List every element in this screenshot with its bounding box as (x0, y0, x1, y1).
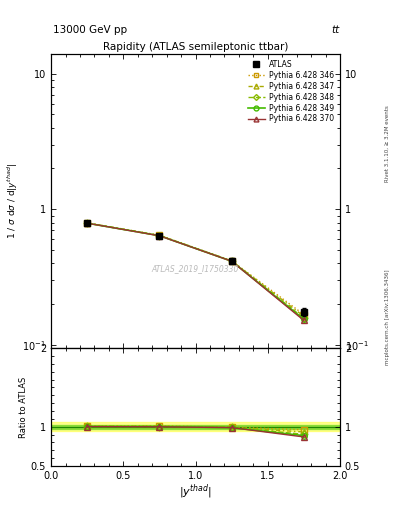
Text: mcplots.cern.ch [arXiv:1306.3436]: mcplots.cern.ch [arXiv:1306.3436] (385, 270, 389, 365)
Legend: ATLAS, Pythia 6.428 346, Pythia 6.428 347, Pythia 6.428 348, Pythia 6.428 349, P: ATLAS, Pythia 6.428 346, Pythia 6.428 34… (246, 57, 336, 126)
Text: 13000 GeV pp: 13000 GeV pp (53, 25, 127, 35)
X-axis label: |$y^{thad}$|: |$y^{thad}$| (179, 482, 212, 501)
Bar (51, 425, 340, 429)
Text: Rivet 3.1.10, ≥ 3.2M events: Rivet 3.1.10, ≥ 3.2M events (385, 105, 389, 182)
Bar (51, 422, 340, 432)
Text: tt: tt (332, 25, 340, 35)
Text: ATLAS_2019_I1750330: ATLAS_2019_I1750330 (152, 264, 239, 273)
Title: Rapidity (ATLAS semileptonic ttbar): Rapidity (ATLAS semileptonic ttbar) (103, 41, 288, 52)
Y-axis label: 1 / $\sigma$ d$\sigma$ / d|$y^{thad}$|: 1 / $\sigma$ d$\sigma$ / d|$y^{thad}$| (5, 163, 20, 239)
Y-axis label: Ratio to ATLAS: Ratio to ATLAS (19, 376, 28, 438)
